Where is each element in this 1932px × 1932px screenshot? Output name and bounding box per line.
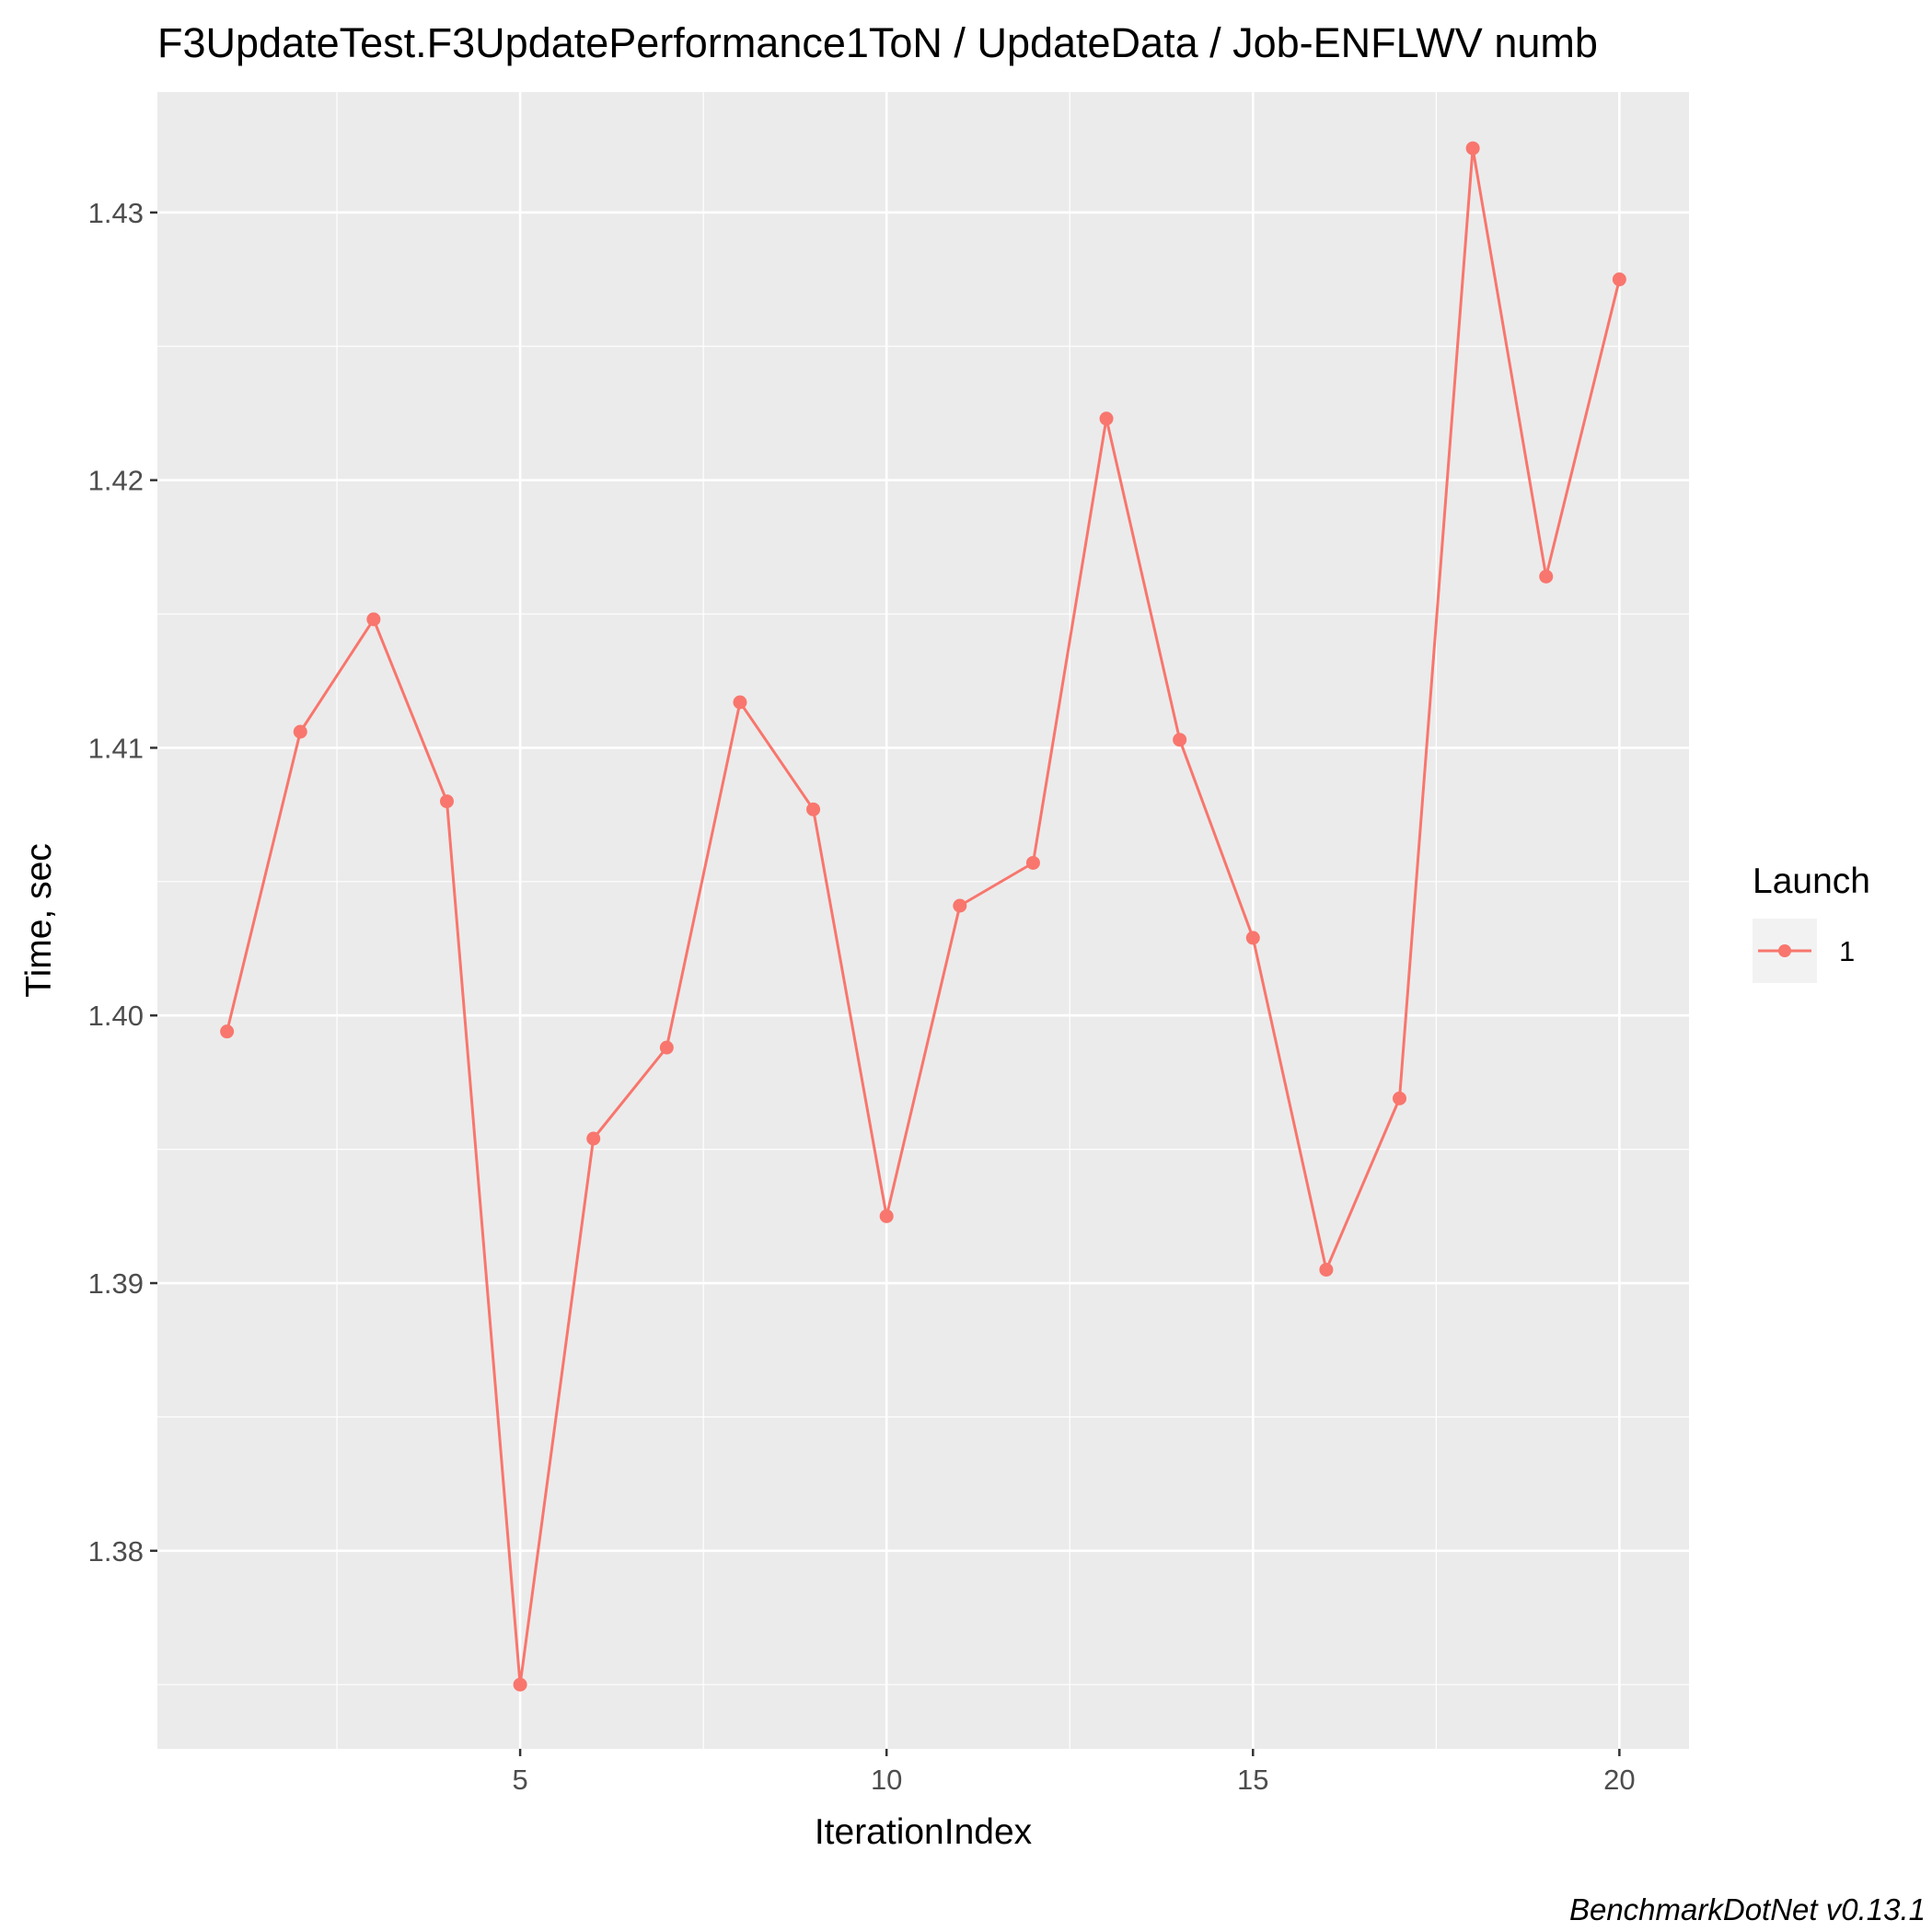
y-tick-label: 1.40: [88, 1000, 144, 1032]
chart-title: F3UpdateTest.F3UpdatePerformance1ToN / U…: [157, 19, 1598, 66]
legend-key-point: [1778, 944, 1791, 957]
data-point: [879, 1209, 894, 1223]
data-point: [513, 1677, 527, 1692]
y-tick-label: 1.42: [88, 465, 144, 497]
data-point: [586, 1131, 601, 1146]
y-tick-label: 1.41: [88, 732, 144, 764]
series-line: [226, 146, 1621, 1686]
data-point: [1025, 855, 1040, 870]
x-tick-label: 15: [1237, 1764, 1268, 1796]
legend-title: Launch: [1753, 862, 1870, 901]
data-point: [1245, 931, 1260, 945]
data-point: [293, 724, 307, 739]
grid-major: [157, 92, 1689, 1749]
data-point: [659, 1040, 674, 1055]
legend: Launch 1: [1753, 862, 1870, 983]
y-axis: 1.38 1.39 1.40 1.41 1.42 1.43: [88, 197, 157, 1568]
x-tick-label: 5: [512, 1764, 527, 1796]
data-point: [1465, 141, 1480, 156]
data-point: [439, 794, 454, 809]
series-layer: [220, 141, 1626, 1692]
x-tick-label: 10: [871, 1764, 902, 1796]
x-tick-label: 20: [1603, 1764, 1635, 1796]
caption: BenchmarkDotNet v0.13.1: [1569, 1892, 1926, 1926]
grid-minor: [157, 92, 1689, 1749]
data-point: [953, 898, 967, 913]
x-axis: 5 10 15 20: [512, 1749, 1636, 1796]
y-tick-label: 1.38: [88, 1535, 144, 1568]
data-point: [1173, 733, 1187, 747]
data-point: [1539, 569, 1554, 584]
data-point: [1099, 411, 1114, 426]
data-point: [220, 1024, 235, 1039]
x-axis-title: IterationIndex: [815, 1812, 1033, 1852]
y-axis-title: Time, sec: [19, 843, 59, 998]
y-tick-label: 1.43: [88, 197, 144, 229]
data-point: [366, 612, 381, 627]
y-tick-label: 1.39: [88, 1267, 144, 1300]
data-point: [1393, 1091, 1407, 1105]
data-point: [806, 802, 821, 816]
data-point: [1612, 272, 1626, 287]
data-point: [1319, 1262, 1334, 1277]
data-point: [733, 695, 747, 710]
plot-panel: [157, 92, 1689, 1749]
legend-label-1: 1: [1839, 935, 1855, 967]
